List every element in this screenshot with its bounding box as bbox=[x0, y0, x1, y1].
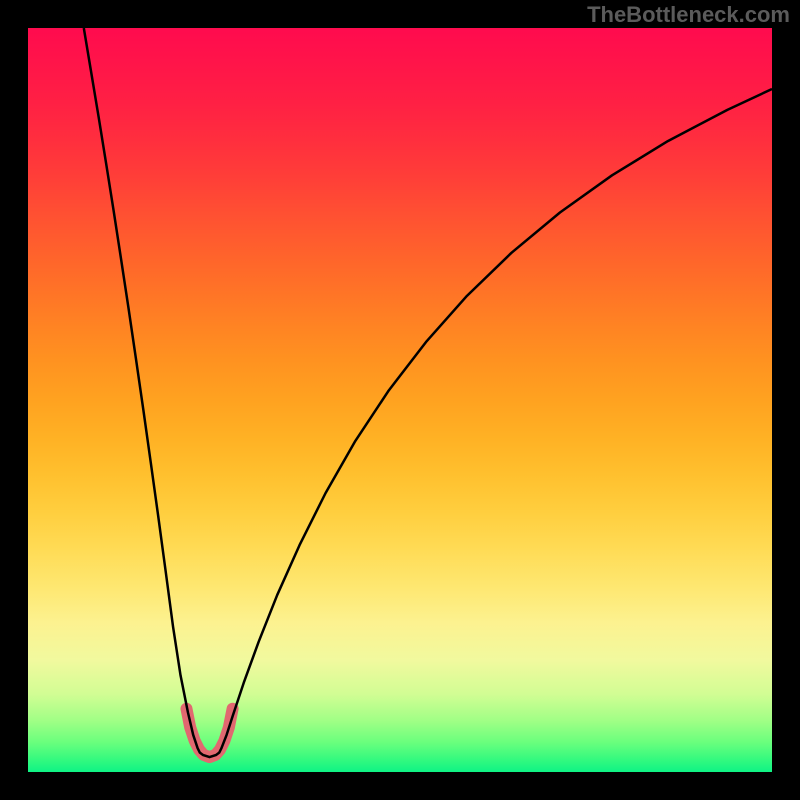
watermark-text: TheBottleneck.com bbox=[587, 2, 790, 28]
plot-area bbox=[28, 28, 772, 772]
chart-container: TheBottleneck.com bbox=[0, 0, 800, 800]
gradient-background bbox=[28, 28, 772, 772]
